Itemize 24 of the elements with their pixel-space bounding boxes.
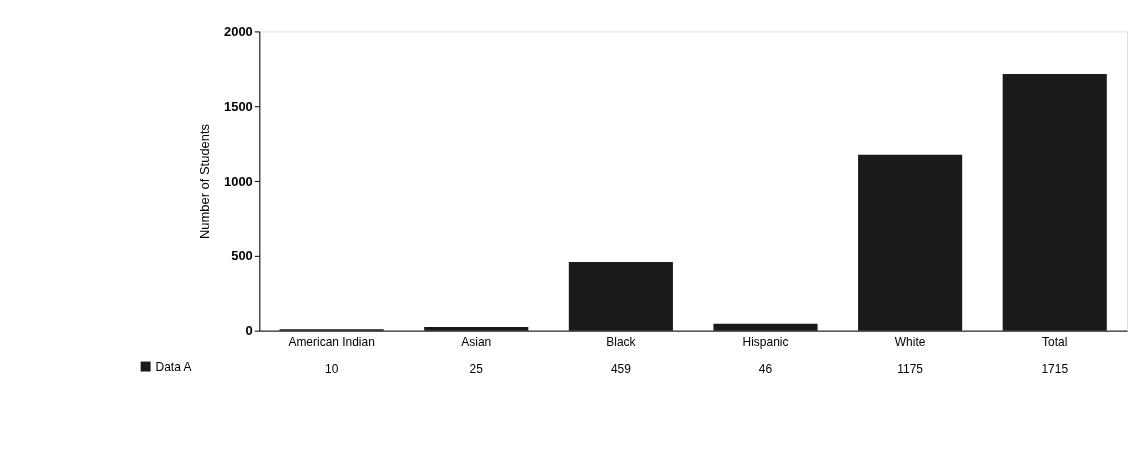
y-tick-label: 500 [231,248,253,264]
data-label: 1715 [1041,361,1069,376]
y-tick-label: 1000 [224,173,253,189]
x-tick-label: Asian [461,335,492,350]
data-label: 46 [758,361,773,376]
bar [858,154,963,331]
y-axis-title: Number of Students [197,123,213,240]
bar [1002,74,1107,331]
legend-label: Data A [155,359,192,374]
data-label: 1175 [897,361,924,376]
x-tick-label: Black [606,335,636,350]
x-tick-label: White [894,335,926,350]
bar [424,326,529,331]
x-tick-label: American Indian [288,335,375,350]
x-tick-label: Total [1042,335,1068,350]
y-tick-label: 1500 [224,98,253,114]
data-label: 459 [610,361,632,376]
y-tick-label: 2000 [224,23,253,39]
bar [713,323,818,331]
y-tick-label: 0 [245,323,253,339]
data-label: 10 [324,361,339,376]
x-tick-label: Hispanic [742,335,789,350]
data-label: 25 [469,361,484,376]
bar [568,261,673,331]
